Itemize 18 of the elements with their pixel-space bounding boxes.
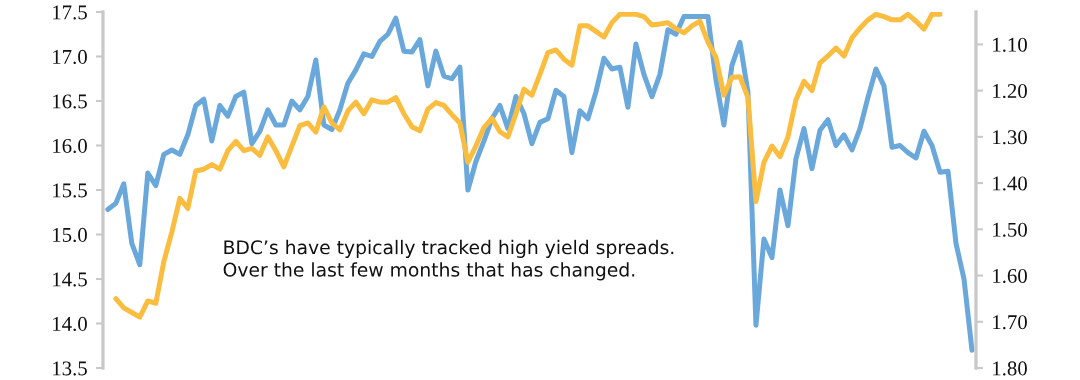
y-tick-label: 16.0 (53, 138, 87, 154)
y2-tick-label: 1.50 (993, 222, 1027, 237)
y2-tick-label: 1.80 (993, 361, 1027, 376)
annotation: BDC’s have typically tracked high yield spreads. Over the last few months that has changed. (223, 239, 674, 281)
y-tick-label: 15.5 (53, 183, 87, 198)
y2-tick-label: 1.40 (993, 176, 1027, 191)
y-tick-label: 13.5 (53, 361, 87, 376)
y-tick-label: 17.0 (53, 49, 87, 65)
y-tick-label: 14.5 (53, 272, 87, 287)
y2-tick-label: 1.30 (993, 130, 1027, 145)
y-tick-label: 14.0 (53, 316, 87, 332)
y-tick-label: 17.5 (53, 5, 87, 20)
y-tick-label: 15.0 (53, 227, 87, 243)
y2-tick-label: 1.10 (993, 37, 1027, 52)
y-tick-label: 16.5 (53, 94, 87, 109)
y2-tick-label: 1.60 (993, 268, 1027, 284)
y2-tick-label: 1.20 (993, 83, 1027, 99)
y2-tick-label: 1.70 (993, 315, 1027, 330)
